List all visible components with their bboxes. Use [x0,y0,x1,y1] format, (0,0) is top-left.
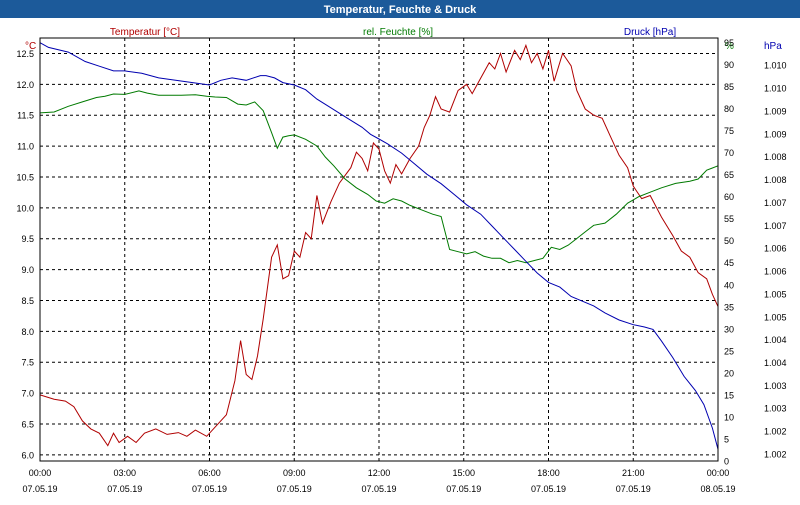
temperature-tick-label: 10.0 [16,203,34,213]
x-tick-date: 07.05.19 [22,484,57,494]
humidity-tick-label: 0 [724,457,729,467]
humidity-tick-label: 15 [724,390,734,400]
pressure-tick-label: 1.010 [764,61,787,71]
humidity-tick-label: 60 [724,192,734,202]
x-tick-date: 07.05.19 [531,484,566,494]
temperature-tick-label: 8.0 [21,327,34,337]
pressure-tick-label: 1.009 [764,106,787,116]
humidity-tick-label: 55 [724,214,734,224]
pressure-tick-label: 1.004 [764,335,787,345]
humidity-tick-label: 65 [724,170,734,180]
humidity-tick-label: 40 [724,280,734,290]
x-tick-date: 07.05.19 [277,484,312,494]
pressure-unit-label: hPa [764,41,782,52]
temperature-tick-label: 6.0 [21,450,34,460]
pressure-series-line [39,42,719,450]
humidity-tick-label: 95 [724,38,734,48]
temperature-tick-label: 7.5 [21,358,34,368]
humidity-tick-label: 80 [724,104,734,114]
humidity-tick-label: 85 [724,82,734,92]
humidity-tick-label: 50 [724,236,734,246]
chart-title: Temperatur, Feuchte & Druck [324,4,477,16]
humidity-tick-label: 70 [724,148,734,158]
grid [40,38,718,461]
temperature-tick-label: 9.0 [21,265,34,275]
humidity-tick-label: 20 [724,368,734,378]
pressure-tick-label: 1.005 [764,289,787,299]
pressure-tick-label: 1.003 [764,381,787,391]
temperature-tick-label: 11.0 [17,142,34,152]
x-tick-date: 07.05.19 [107,484,142,494]
temperature-tick-label: 9.5 [21,234,34,244]
temperature-unit-label: °C [25,41,36,52]
x-tick-time: 09:00 [283,468,306,478]
temperature-tick-label: 8.5 [21,296,34,306]
temperature-tick-label: 12.0 [16,80,34,90]
pressure-tick-label: 1.010 [764,84,787,94]
x-tick-time: 21:00 [622,468,645,478]
title-bar [0,0,800,18]
humidity-tick-label: 35 [724,302,734,312]
humidity-unit-label: % [725,41,734,52]
temperature-tick-label: 6.5 [21,419,34,429]
x-tick-time: 03:00 [113,468,136,478]
x-tick-date: 07.05.19 [361,484,396,494]
pressure-tick-label: 1.008 [764,175,787,185]
humidity-tick-label: 25 [724,346,734,356]
pressure-tick-label: 1.005 [764,312,787,322]
x-tick-date: 07.05.19 [616,484,651,494]
pressure-tick-label: 1.004 [764,358,787,368]
humidity-tick-label: 10 [724,412,734,422]
pressure-axis-label: Druck [hPa] [624,27,676,38]
x-tick-date: 07.05.19 [192,484,227,494]
humidity-tick-label: 45 [724,258,734,268]
pressure-tick-label: 1.006 [764,244,787,254]
pressure-tick-label: 1.003 [764,404,787,414]
temperature-tick-label: 10.5 [16,172,34,182]
series-lines [39,42,719,450]
humidity-series-line [39,90,719,264]
x-tick-time: 06:00 [198,468,221,478]
pressure-tick-label: 1.002 [764,449,787,459]
temperature-tick-label: 11.5 [17,111,34,121]
tick-labels: 00:00 07.05.19 03:00 07.05.19 06:00 07.05.19 0… [16,38,786,494]
x-tick-time: 00:00 [707,468,730,478]
humidity-axis-label: rel. Feuchte [%] [363,27,433,38]
humidity-tick-label: 5 [724,434,729,444]
x-tick-time: 12:00 [368,468,391,478]
x-tick-time: 00:00 [29,468,52,478]
x-tick-time: 18:00 [537,468,560,478]
x-tick-date: 08.05.19 [700,484,735,494]
x-tick-date: 07.05.19 [446,484,481,494]
temperature-series-line [39,43,719,447]
humidity-tick-label: 90 [724,60,734,70]
humidity-tick-label: 30 [724,324,734,334]
temperature-tick-label: 12.5 [16,49,34,59]
temperature-axis-label: Temperatur [°C] [110,27,180,38]
temperature-tick-label: 7.0 [21,389,34,399]
pressure-tick-label: 1.007 [764,198,787,208]
plot-frame [39,37,719,462]
pressure-tick-label: 1.008 [764,152,787,162]
pressure-tick-label: 1.002 [764,427,787,437]
pressure-tick-label: 1.006 [764,267,787,277]
pressure-tick-label: 1.007 [764,221,787,231]
humidity-tick-label: 75 [724,126,734,136]
x-tick-time: 15:00 [452,468,475,478]
pressure-tick-label: 1.009 [764,129,787,139]
